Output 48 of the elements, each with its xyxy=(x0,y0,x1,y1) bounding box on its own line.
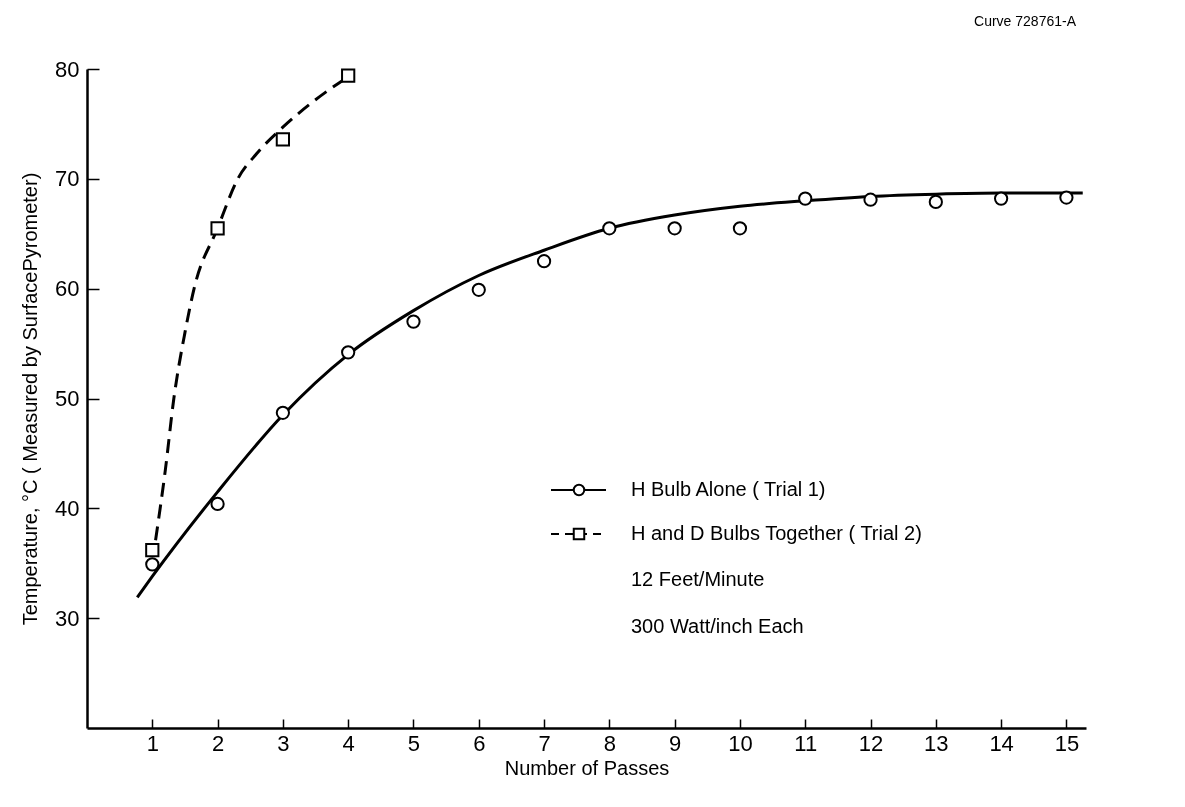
point xyxy=(145,557,160,572)
point xyxy=(275,405,291,420)
x-tick-label: 14 xyxy=(989,730,1014,756)
annotation: 300 Watt/inch Each xyxy=(631,615,804,637)
y-axis-title: Temperature, °C ( Measured by SurfacePyrometer) xyxy=(19,172,42,626)
x-tick-label: 10 xyxy=(728,730,753,756)
point xyxy=(667,221,682,236)
point xyxy=(471,282,486,297)
y-tick-label: 60 xyxy=(55,276,80,302)
point xyxy=(863,192,878,207)
point xyxy=(993,191,1009,206)
point xyxy=(732,221,748,236)
line-series xyxy=(135,191,1085,599)
y-tick-label: 80 xyxy=(55,56,80,82)
annotation: 12 Feet/Minute xyxy=(631,568,765,590)
y-tick-label: 50 xyxy=(55,386,80,411)
y-tick-label: 30 xyxy=(55,605,80,631)
x-tick-label: 12 xyxy=(858,730,884,756)
x-tick-label: 7 xyxy=(538,730,551,756)
y-tick-label: 40 xyxy=(55,495,80,521)
point xyxy=(210,221,225,236)
x-tick-label: 13 xyxy=(924,730,949,756)
x-axis-title: Number of Passes xyxy=(504,756,670,779)
x-tick-label: 1 xyxy=(146,730,159,756)
legend-label: H and D Bulbs Together ( Trial 2) xyxy=(631,522,922,544)
point xyxy=(536,254,552,269)
x-tick-label: 6 xyxy=(473,730,486,756)
point xyxy=(798,191,813,206)
legend-label: H Bulb Alone ( Trial 1) xyxy=(631,478,826,500)
point xyxy=(602,221,617,236)
x-tick-label: 15 xyxy=(1054,730,1080,756)
x-tick-label: 9 xyxy=(669,730,682,756)
point xyxy=(341,68,356,83)
x-tick-label: 4 xyxy=(342,730,355,756)
y-tick-label: 70 xyxy=(55,166,80,192)
x-tick-label: 11 xyxy=(794,730,818,756)
point xyxy=(406,314,421,329)
point xyxy=(275,132,291,147)
point xyxy=(1059,190,1074,205)
x-tick-label: 5 xyxy=(407,730,421,756)
x-tick-label: 8 xyxy=(603,730,616,756)
text: Curve 728761-A xyxy=(974,13,1077,29)
x-tick-label: 2 xyxy=(211,730,225,756)
point xyxy=(145,542,160,558)
x-tick-label: 3 xyxy=(277,730,290,756)
point xyxy=(928,194,943,210)
point xyxy=(341,345,356,360)
point xyxy=(210,496,225,512)
